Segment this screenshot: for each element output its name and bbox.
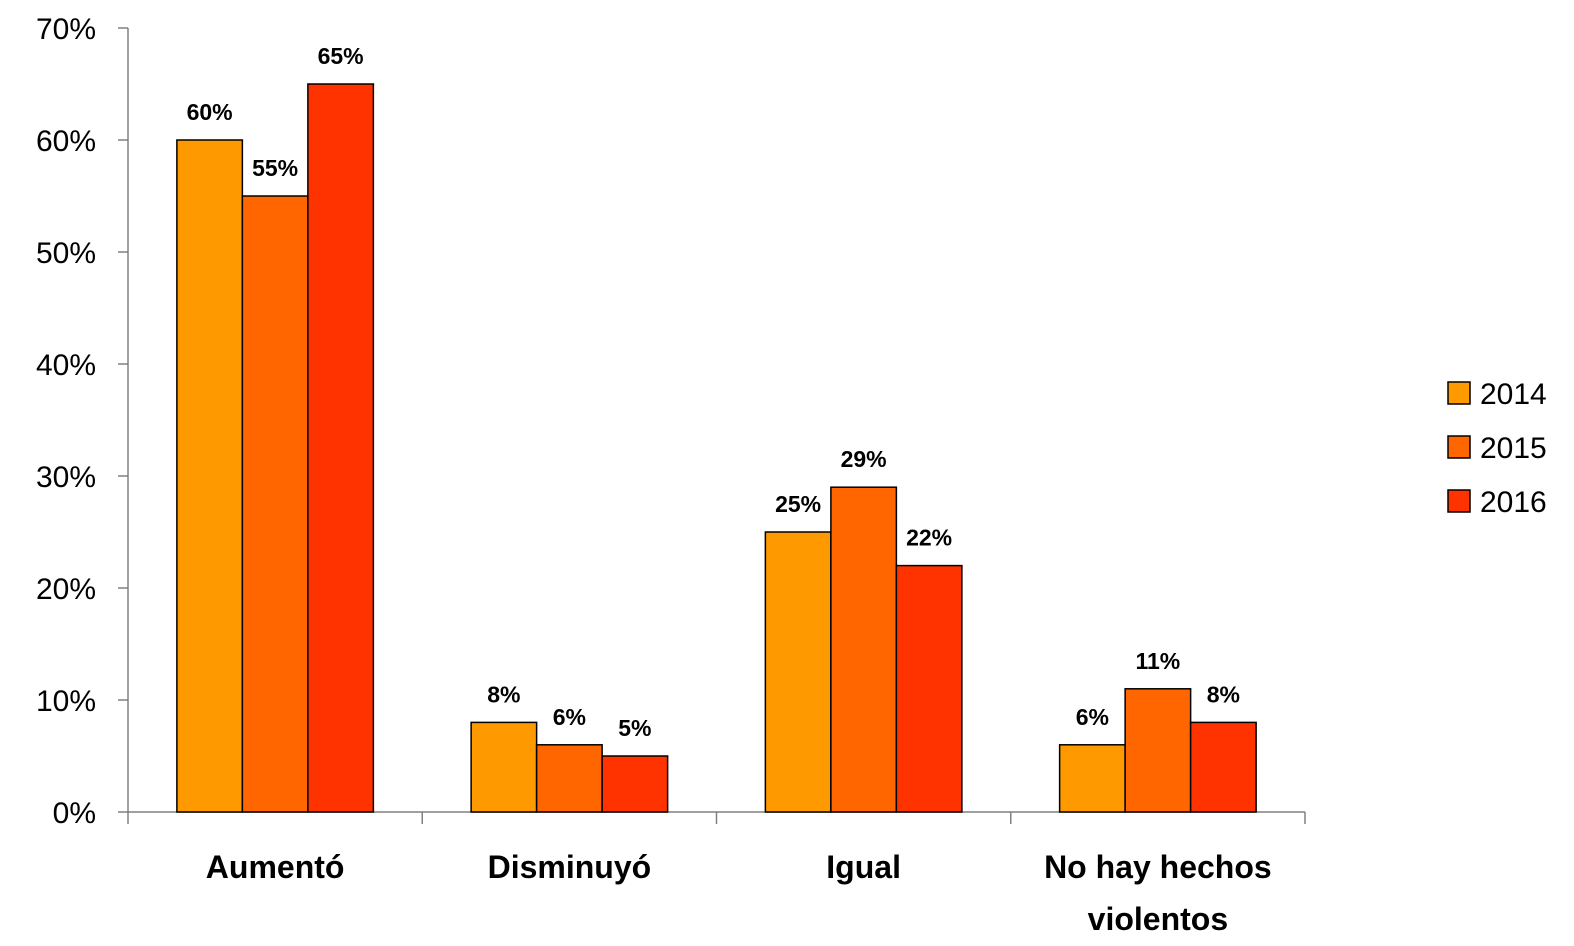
legend-label: 2015 (1480, 432, 1547, 465)
data-label: 55% (252, 155, 298, 181)
bar-2015-0 (241, 195, 309, 813)
data-label: 60% (187, 99, 233, 125)
x-category-label: No hay hechos (1044, 849, 1272, 885)
y-tick-label: 40% (36, 349, 96, 382)
data-label: 6% (1076, 704, 1109, 730)
data-label: 8% (487, 681, 520, 707)
data-label: 8% (1207, 681, 1240, 707)
y-tick-label: 0% (53, 797, 96, 830)
y-tick-label: 10% (36, 685, 96, 718)
x-category-label: Igual (826, 849, 901, 885)
legend-swatch-2015 (1447, 435, 1471, 459)
bar-2016-0 (307, 83, 375, 813)
legend-label: 2014 (1480, 378, 1547, 411)
data-label: 6% (553, 704, 586, 730)
legend-swatch-2016 (1447, 489, 1471, 513)
data-label: 11% (1135, 648, 1180, 674)
legend-label: 2016 (1480, 486, 1547, 519)
y-tick-label: 70% (36, 13, 96, 46)
bar-2016-1 (601, 755, 669, 813)
y-tick-label: 60% (36, 125, 96, 158)
x-category-label: Aumentó (206, 849, 345, 885)
data-label: 22% (906, 525, 952, 551)
data-label: 25% (775, 491, 821, 517)
data-label: 29% (841, 446, 887, 472)
bar-2015-3 (1124, 688, 1192, 813)
x-category-label: violentos (1088, 901, 1228, 937)
y-tick-label: 20% (36, 573, 96, 606)
bar-2016-2 (895, 564, 963, 813)
bar-2014-3 (1058, 744, 1126, 813)
x-category-label: Disminuyó (488, 849, 652, 885)
bar-2015-2 (830, 486, 898, 813)
data-label: 65% (318, 43, 364, 69)
bar-2014-1 (470, 721, 538, 813)
bar-2014-0 (176, 139, 244, 813)
bar-2016-3 (1189, 721, 1257, 813)
bar-2015-1 (535, 744, 603, 813)
data-label: 5% (618, 715, 651, 741)
y-tick-label: 50% (36, 237, 96, 270)
legend-swatch-2014 (1447, 381, 1471, 405)
bar-2014-2 (764, 531, 832, 813)
y-tick-label: 30% (36, 461, 96, 494)
